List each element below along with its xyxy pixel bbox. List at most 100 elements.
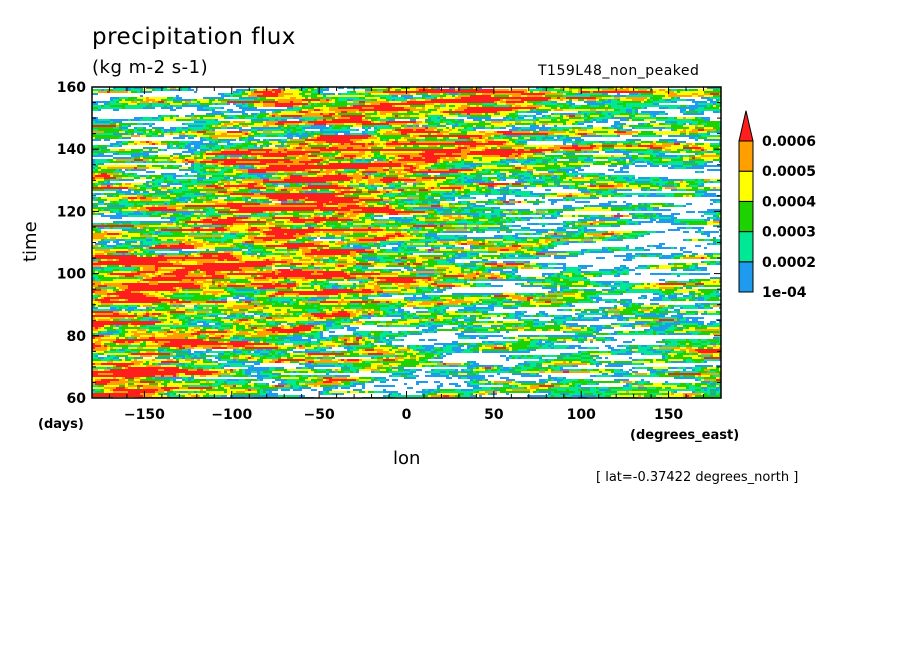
- heatmap-cell: [152, 107, 155, 109]
- heatmap-cell: [248, 129, 251, 131]
- heatmap-cell: [581, 115, 584, 117]
- heatmap-cell: [338, 93, 341, 95]
- heatmap-cell: [137, 99, 140, 101]
- heatmap-cell: [602, 99, 605, 101]
- heatmap-cell: [110, 103, 113, 105]
- heatmap-cell: [554, 99, 557, 101]
- heatmap-cell: [473, 131, 476, 133]
- heatmap-cell: [662, 133, 665, 135]
- heatmap-cell: [371, 125, 374, 127]
- heatmap-cell: [602, 97, 605, 99]
- heatmap-cell: [668, 135, 671, 137]
- heatmap-cell: [128, 119, 131, 121]
- heatmap-cell: [542, 129, 545, 131]
- heatmap-cell: [683, 95, 686, 97]
- heatmap-cell: [695, 105, 698, 107]
- heatmap-cell: [287, 101, 290, 103]
- heatmap-cell: [122, 127, 125, 129]
- heatmap-cell: [350, 119, 353, 121]
- heatmap-cell: [332, 133, 335, 135]
- heatmap-cell: [422, 131, 425, 133]
- heatmap-cell: [476, 105, 479, 107]
- heatmap-cell: [284, 93, 287, 95]
- heatmap-cell: [284, 125, 287, 127]
- heatmap-cell: [440, 131, 443, 133]
- heatmap-cell: [680, 99, 683, 101]
- heatmap-cell: [224, 99, 227, 101]
- heatmap-cell: [713, 87, 716, 89]
- heatmap-cell: [644, 127, 647, 129]
- heatmap-cell: [455, 141, 458, 143]
- heatmap-cell: [290, 115, 293, 117]
- heatmap-cell: [164, 143, 167, 145]
- heatmap-cell: [254, 139, 257, 141]
- heatmap-cell: [461, 137, 464, 139]
- heatmap-cell: [443, 137, 446, 139]
- heatmap-cell: [389, 117, 392, 119]
- heatmap-cell: [482, 131, 485, 133]
- heatmap-cell: [377, 121, 380, 123]
- heatmap-cell: [524, 131, 527, 133]
- heatmap-cell: [395, 143, 398, 145]
- heatmap-cell: [578, 95, 581, 97]
- heatmap-cell: [476, 117, 479, 119]
- heatmap-cell: [110, 91, 113, 93]
- heatmap-cell: [122, 97, 125, 99]
- heatmap-cell: [461, 141, 464, 143]
- heatmap-cell: [146, 143, 149, 145]
- heatmap-cell: [137, 117, 140, 119]
- heatmap-cell: [377, 93, 380, 95]
- heatmap-cell: [329, 111, 332, 113]
- heatmap-cell: [560, 105, 563, 107]
- heatmap-cell: [365, 129, 368, 131]
- heatmap-cell: [374, 115, 377, 117]
- heatmap-cell: [308, 143, 311, 145]
- heatmap-cell: [701, 91, 704, 93]
- heatmap-cell: [500, 89, 503, 91]
- heatmap-cell: [521, 91, 524, 93]
- heatmap-cell: [449, 115, 452, 117]
- heatmap-cell: [554, 105, 557, 107]
- heatmap-cell: [608, 99, 611, 101]
- heatmap-cell: [449, 89, 452, 91]
- heatmap-cell: [281, 89, 284, 91]
- heatmap-cell: [380, 133, 383, 135]
- heatmap-cell: [296, 123, 299, 125]
- heatmap-cell: [218, 137, 221, 139]
- heatmap-cell: [608, 89, 611, 91]
- heatmap-cell: [491, 113, 494, 115]
- heatmap-cell: [509, 109, 512, 111]
- heatmap-cell: [476, 97, 479, 99]
- heatmap-cell: [137, 141, 140, 143]
- heatmap-cell: [191, 113, 194, 115]
- heatmap-cell: [209, 121, 212, 123]
- heatmap-cell: [482, 95, 485, 97]
- heatmap-cell: [209, 123, 212, 125]
- heatmap-cell: [446, 95, 449, 97]
- heatmap-cell: [530, 135, 533, 137]
- heatmap-cell: [266, 143, 269, 145]
- heatmap-cell: [362, 109, 365, 111]
- heatmap-cell: [434, 107, 437, 109]
- heatmap-cell: [473, 113, 476, 115]
- heatmap-cell: [461, 113, 464, 115]
- heatmap-cell: [689, 125, 692, 127]
- heatmap-cell: [98, 133, 101, 135]
- heatmap-cell: [203, 109, 206, 111]
- heatmap-cell: [653, 125, 656, 127]
- heatmap-cell: [374, 121, 377, 123]
- heatmap-cell: [605, 115, 608, 117]
- heatmap-cell: [569, 119, 572, 121]
- heatmap-cell: [641, 113, 644, 115]
- heatmap-cell: [524, 133, 527, 135]
- heatmap-cell: [248, 101, 251, 103]
- heatmap-cell: [167, 119, 170, 121]
- heatmap-cell: [266, 91, 269, 93]
- heatmap-cell: [677, 107, 680, 109]
- heatmap-cell: [692, 95, 695, 97]
- heatmap-cell: [695, 111, 698, 113]
- heatmap-cell: [299, 129, 302, 131]
- heatmap-cell: [263, 109, 266, 111]
- heatmap-cell: [515, 115, 518, 117]
- heatmap-cell: [326, 105, 329, 107]
